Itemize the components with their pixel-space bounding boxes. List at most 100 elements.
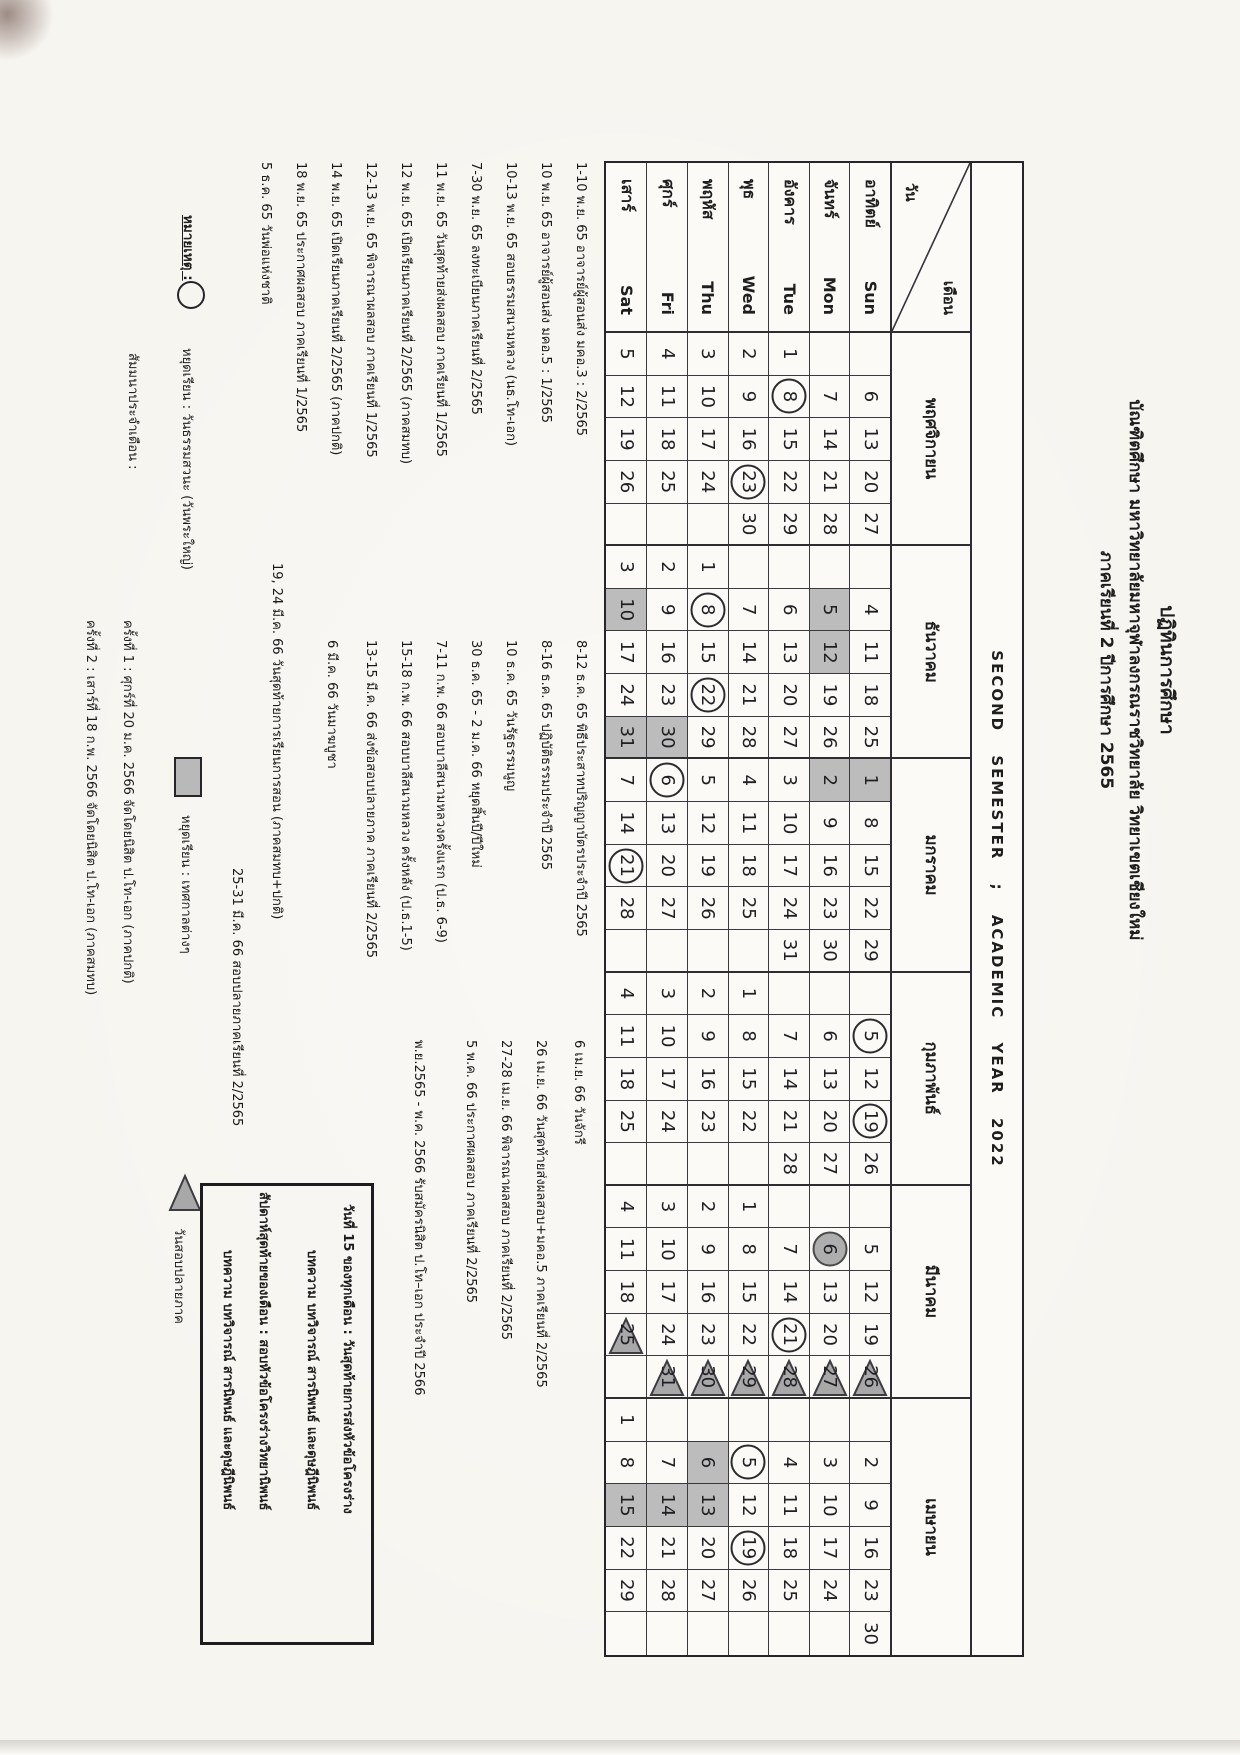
date-number: 4: [615, 1200, 637, 1213]
date-cell: 21: [808, 460, 850, 504]
legend-triangle-label: วันสอบปลายภาค: [171, 1228, 186, 1324]
exam-triangle: [852, 1358, 888, 1397]
date-cell: 21: [605, 844, 647, 888]
date-number: 17: [778, 854, 800, 877]
date-cell: [849, 972, 890, 1016]
day-name-thai: เสาร์: [617, 179, 637, 212]
date-cell: 16: [687, 1057, 728, 1101]
date-cell: 28: [646, 1569, 688, 1613]
date-cell: 12: [727, 1484, 769, 1527]
date-cell: 7: [808, 375, 850, 419]
note-line: 27-28 เม.ย. 66 พิจารณาผลสอบ ภาคเรียนที่ …: [498, 1040, 513, 1341]
date-number: 8: [615, 1456, 637, 1469]
thesis-box-line: สัปดาห์สุดท้ายของเดือน : สอบหัวข้อโครงร่…: [256, 1192, 271, 1511]
date-cell: 18: [768, 1526, 809, 1570]
date-cell: 26: [687, 887, 728, 930]
date-cell: 10: [687, 375, 728, 419]
date-number: 26: [859, 1365, 881, 1389]
date-number: 9: [859, 1499, 881, 1511]
date-number: 19: [615, 427, 637, 451]
note-line: 6 มี.ค. 66 วันมาฆบูชา: [324, 640, 339, 769]
date-cell: 8: [727, 1015, 769, 1058]
date-cell: 8: [687, 588, 728, 632]
date-number: 17: [615, 640, 637, 664]
date-number: 4: [615, 987, 637, 1000]
date-cell: 7: [727, 588, 769, 632]
date-cell: 31: [605, 716, 647, 760]
date-cell: [605, 1143, 647, 1186]
date-number: 1: [859, 774, 881, 786]
date-cell: 13: [808, 1271, 850, 1314]
date-number: 27: [819, 1365, 841, 1389]
date-cell: 4: [727, 759, 769, 803]
date-cell: 9: [849, 1484, 890, 1527]
date-cell: 29: [768, 503, 809, 547]
day-row: อาทิตย์ Sun 6 13 20 27 4 11 18 25 1 8 15 22 29 5 12 19 26 5…: [849, 163, 890, 1655]
note-line: 25-31 มี.ค. 66 สอบปลายภาคเรียนที่ 2/2565: [229, 868, 244, 1127]
date-cell: 20: [808, 1100, 850, 1144]
legend-heading: หมายเหตุ :: [180, 215, 196, 281]
date-number: 14: [819, 427, 841, 451]
date-cell: 21: [768, 1313, 809, 1357]
date-cell: [605, 1356, 647, 1400]
date-number: 4: [737, 774, 759, 786]
date-number: 13: [656, 811, 678, 835]
date-cell: 23: [808, 887, 850, 930]
date-number: 2: [697, 987, 719, 1000]
date-cell: 20: [849, 460, 890, 504]
date-number: 25: [615, 1323, 637, 1346]
date-cell: 17: [646, 1271, 688, 1314]
date-cell: [646, 929, 688, 973]
scan-smudge: [0, 0, 60, 80]
day-name-english: Wed: [738, 275, 758, 315]
date-number: 31: [778, 938, 800, 962]
date-number: 22: [737, 1109, 759, 1133]
date-cell: 20: [687, 1526, 728, 1570]
date-cell: 9: [646, 588, 688, 632]
date-cell: [849, 1185, 890, 1229]
note-line: 8-16 ธ.ค. 65 ปฏิบัติธรรมประจำปี 2565: [538, 640, 553, 871]
date-number: 1: [737, 987, 759, 1000]
date-cell: 28: [768, 1143, 809, 1186]
date-cell: 3: [687, 333, 728, 376]
date-number: 18: [615, 1280, 637, 1304]
note-line: 15-18 ก.พ. 66 สอบบาลีสนามหลวง ครั้งหลัง …: [398, 640, 413, 951]
date-number: 4: [778, 1456, 800, 1469]
date-cell: 14: [727, 631, 769, 675]
date-number: 13: [778, 640, 800, 664]
date-number: 23: [697, 1323, 719, 1346]
note-line: 19, 24 มี.ค. 66 วันสุดท้ายการเรียนการสอน…: [269, 563, 284, 920]
date-number: 20: [819, 1109, 841, 1133]
date-cell: [808, 1612, 850, 1655]
date-number: 14: [656, 1493, 678, 1517]
date-number: 23: [819, 896, 841, 920]
date-cell: 10: [605, 588, 647, 632]
date-cell: 19: [849, 1313, 890, 1357]
date-cell: 5: [808, 588, 850, 632]
date-cell: [727, 929, 769, 973]
thesis-box-line: บทความ บทวิจารณ์ สารนิพนธ์ และดุษฎีนิพนธ…: [304, 1250, 319, 1511]
note-line: 5 ธ.ค. 65 วันพ่อแห่งชาติ: [258, 162, 273, 305]
date-cell: 26: [849, 1143, 890, 1186]
date-cell: 26: [605, 460, 647, 504]
date-cell: 5: [727, 1441, 769, 1485]
date-number: 2: [859, 1456, 881, 1469]
date-number: 5: [697, 774, 719, 786]
date-number: 15: [697, 640, 719, 664]
date-cell: 28: [605, 887, 647, 930]
note-line: 10 พ.ย. 65 อาจารย์ผู้สอนส่ง มคอ.5 : 1/25…: [538, 162, 553, 424]
date-number: 23: [656, 683, 678, 707]
date-number: 4: [656, 348, 678, 360]
day-name-cell: พฤหัส Thu: [687, 163, 728, 333]
date-number: 16: [656, 640, 678, 664]
date-cell: 1: [768, 333, 809, 376]
exam-triangle: [730, 1358, 766, 1397]
date-cell: 23: [687, 1313, 728, 1357]
date-cell: [687, 929, 728, 973]
title-block: ปฏิทินการศึกษา บัณฑิตศึกษา มหาวิทยาลัยมห…: [1095, 150, 1178, 1190]
date-cell: 29: [849, 929, 890, 973]
date-cell: 18: [605, 1057, 647, 1101]
date-cell: 24: [808, 1569, 850, 1613]
date-number: 20: [778, 683, 800, 707]
day-name-english: Sun: [860, 280, 880, 315]
